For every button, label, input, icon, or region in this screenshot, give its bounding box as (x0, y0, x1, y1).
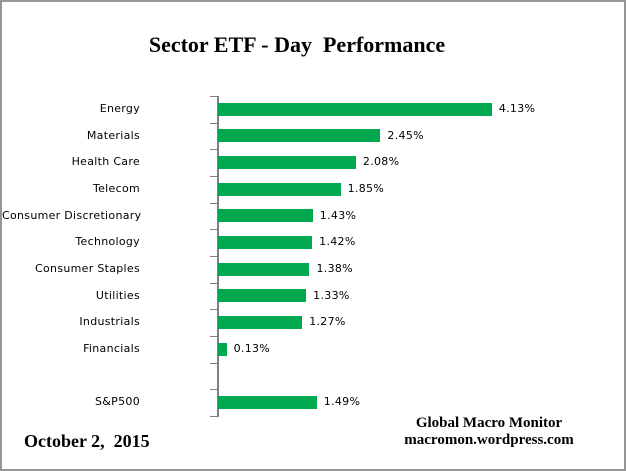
bar-consumer-staples (218, 262, 310, 276)
category-label: Utilities (95, 288, 140, 302)
bar-telecom (218, 182, 341, 196)
bar-financials (218, 342, 227, 356)
bar-utilities (218, 289, 307, 303)
axis-tick (210, 96, 219, 97)
value-label: 1.33% (313, 288, 350, 302)
axis-tick (210, 229, 219, 231)
category-label: Energy (99, 102, 140, 115)
value-label: 1.43% (319, 208, 357, 222)
credit-line1: Global Macro Monitor (415, 415, 563, 431)
credit-line2: macromon.wordpress.com (404, 432, 574, 448)
axis-tick (210, 389, 219, 391)
axis-tick (210, 175, 219, 177)
axis-tick (210, 415, 219, 417)
value-label: 1.42% (319, 235, 356, 249)
axis-tick (210, 255, 219, 257)
bar-consumer-discretionary (218, 209, 313, 223)
axis-tick (210, 335, 219, 337)
category-label: Telecom (92, 181, 140, 195)
value-label: 2.08% (362, 155, 400, 169)
value-label: 2.45% (387, 128, 424, 142)
axis-tick (210, 202, 219, 204)
bar-technology (218, 236, 313, 250)
axis-tick (210, 149, 219, 151)
value-label: 1.49% (323, 395, 361, 409)
category-label: Industrials (79, 315, 140, 329)
bar-industrials (218, 316, 303, 330)
category-label: Financials (83, 341, 140, 355)
value-label: 4.13% (498, 102, 536, 115)
value-label: 1.85% (347, 181, 385, 195)
value-label: 1.38% (316, 261, 353, 275)
bar-materials (218, 129, 381, 143)
category-label (2, 363, 140, 390)
date-label: October 2, 2015 (24, 431, 150, 451)
category-label: Consumer Staples (35, 261, 140, 275)
chart-title: Sector ETF - Day Performance (148, 32, 446, 57)
axis-tick (210, 122, 219, 124)
category-label: Materials (86, 128, 140, 142)
category-label: Consumer Discretionary (2, 208, 142, 222)
bar-energy (218, 102, 492, 116)
value-label: 1.27% (309, 315, 346, 329)
axis-tick (210, 309, 219, 311)
axis-tick (210, 282, 219, 284)
bar-s-p500 (218, 395, 317, 409)
bar-health-care (218, 156, 356, 170)
axis-tick (210, 362, 219, 364)
category-label: Health Care (71, 155, 140, 169)
category-label: S&P500 (95, 395, 140, 409)
credit-block: Global Macro Monitor macromon.wordpress.… (372, 415, 606, 449)
value-label: 0.13% (233, 341, 271, 355)
category-label: Technology (75, 235, 140, 249)
